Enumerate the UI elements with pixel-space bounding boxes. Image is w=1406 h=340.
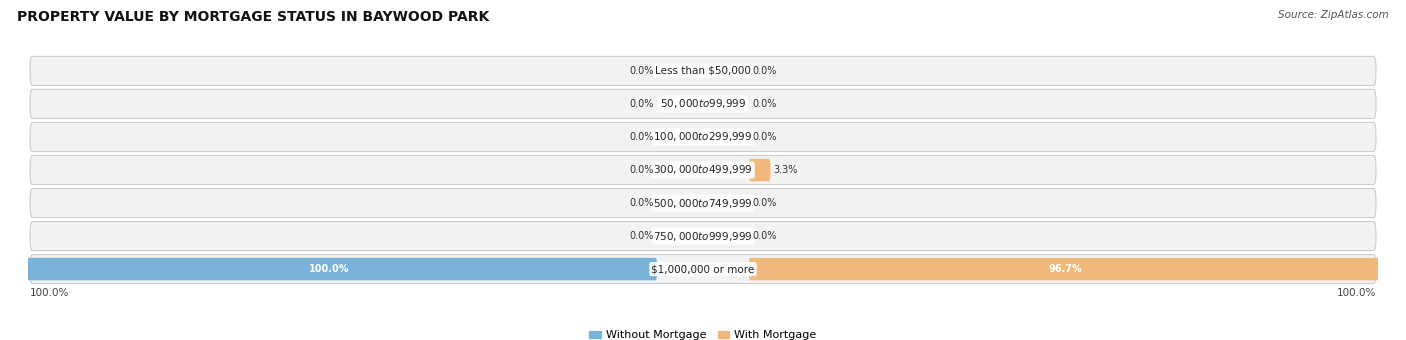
Text: 96.7%: 96.7% [1049, 264, 1083, 274]
Text: 0.0%: 0.0% [630, 231, 654, 241]
Text: 0.0%: 0.0% [630, 165, 654, 175]
FancyBboxPatch shape [30, 155, 1376, 185]
Text: 0.0%: 0.0% [752, 66, 776, 76]
FancyBboxPatch shape [30, 255, 1376, 284]
Text: 100.0%: 100.0% [30, 288, 69, 298]
Text: 100.0%: 100.0% [309, 264, 350, 274]
Text: 0.0%: 0.0% [752, 231, 776, 241]
Text: $1,000,000 or more: $1,000,000 or more [651, 264, 755, 274]
FancyBboxPatch shape [30, 89, 1376, 118]
FancyBboxPatch shape [749, 258, 1382, 280]
FancyBboxPatch shape [1, 258, 657, 280]
Legend: Without Mortgage, With Mortgage: Without Mortgage, With Mortgage [585, 326, 821, 340]
Text: $750,000 to $999,999: $750,000 to $999,999 [654, 230, 752, 242]
Text: 0.0%: 0.0% [630, 198, 654, 208]
Text: Less than $50,000: Less than $50,000 [655, 66, 751, 76]
Text: 0.0%: 0.0% [630, 99, 654, 109]
Text: PROPERTY VALUE BY MORTGAGE STATUS IN BAYWOOD PARK: PROPERTY VALUE BY MORTGAGE STATUS IN BAY… [17, 10, 489, 24]
Text: $50,000 to $99,999: $50,000 to $99,999 [659, 98, 747, 111]
Text: 0.0%: 0.0% [630, 66, 654, 76]
Text: $100,000 to $299,999: $100,000 to $299,999 [654, 131, 752, 143]
Text: 0.0%: 0.0% [752, 198, 776, 208]
Text: 100.0%: 100.0% [1337, 288, 1376, 298]
Text: 0.0%: 0.0% [752, 132, 776, 142]
Text: 0.0%: 0.0% [630, 132, 654, 142]
Text: Source: ZipAtlas.com: Source: ZipAtlas.com [1278, 10, 1389, 20]
Text: $300,000 to $499,999: $300,000 to $499,999 [654, 164, 752, 176]
Text: 0.0%: 0.0% [752, 99, 776, 109]
FancyBboxPatch shape [30, 188, 1376, 218]
FancyBboxPatch shape [30, 122, 1376, 152]
FancyBboxPatch shape [30, 222, 1376, 251]
Text: 3.3%: 3.3% [773, 165, 799, 175]
FancyBboxPatch shape [749, 159, 770, 181]
Text: $500,000 to $749,999: $500,000 to $749,999 [654, 197, 752, 209]
FancyBboxPatch shape [30, 56, 1376, 85]
